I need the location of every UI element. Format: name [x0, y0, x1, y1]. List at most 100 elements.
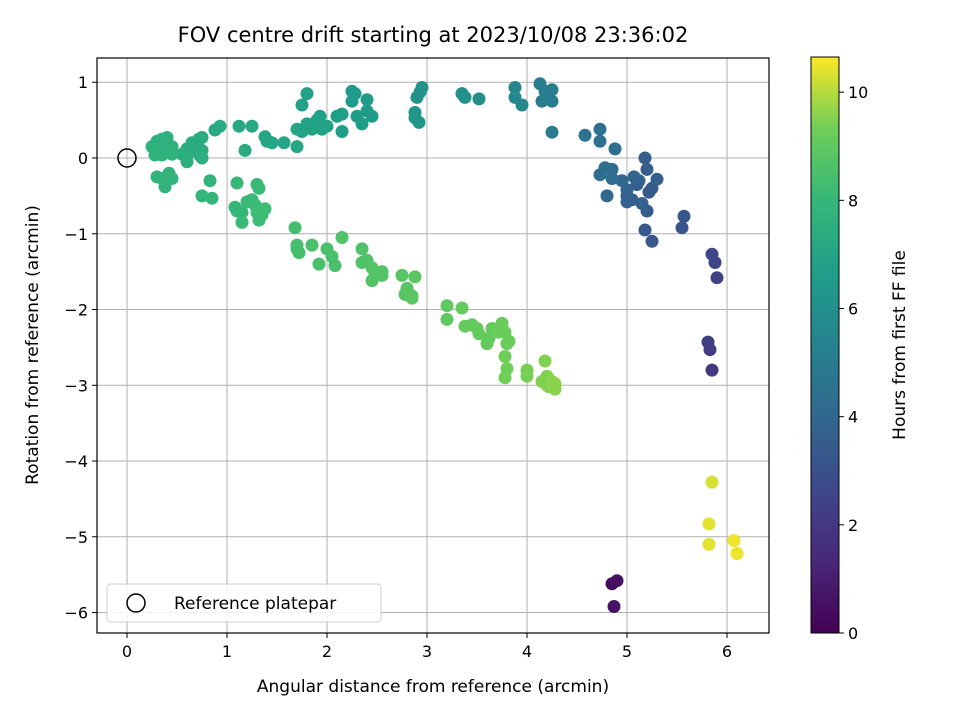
- data-point: [245, 119, 259, 133]
- data-point: [315, 122, 329, 136]
- data-point: [408, 270, 422, 284]
- data-point: [235, 206, 249, 219]
- data-point: [238, 143, 252, 157]
- data-point: [255, 208, 269, 222]
- data-point: [360, 93, 374, 107]
- colorbar-label: Hours from first FF file: [890, 250, 910, 440]
- data-point: [548, 377, 562, 391]
- data-point: [640, 162, 654, 176]
- x-tick-label: 0: [122, 642, 132, 661]
- colorbar-tick-label: 0: [848, 624, 858, 643]
- data-point: [620, 195, 634, 209]
- data-point: [158, 137, 172, 151]
- data-point: [232, 119, 246, 133]
- reference-platepar-marker: [117, 148, 137, 168]
- data-point: [615, 174, 629, 188]
- data-point: [290, 140, 304, 154]
- data-point: [727, 534, 741, 548]
- data-point: [482, 331, 496, 345]
- data-point: [165, 147, 179, 161]
- data-point: [440, 312, 454, 326]
- data-point: [498, 371, 512, 385]
- colorbar-tick-label: 10: [848, 83, 868, 102]
- data-point: [180, 155, 194, 169]
- data-point: [335, 125, 349, 138]
- data-point: [295, 98, 309, 112]
- x-tick-label: 3: [422, 642, 432, 661]
- colorbar-ticks: 0 2 4 6 8 10: [839, 83, 868, 643]
- data-point: [508, 81, 522, 94]
- data-point: [605, 172, 619, 185]
- data-point: [375, 268, 389, 282]
- data-point: [305, 122, 319, 136]
- data-point: [705, 475, 719, 489]
- data-point: [677, 209, 691, 223]
- y-axis-ticks: 1 0 −1 −2 −3 −4 −5 −6: [64, 73, 97, 623]
- colorbar: 0 2 4 6 8 10 Hours from first FF file: [810, 56, 910, 643]
- data-point: [702, 517, 716, 531]
- data-point: [650, 172, 664, 186]
- x-tick-label: 6: [722, 642, 732, 661]
- data-point: [635, 197, 649, 210]
- data-point: [440, 299, 454, 313]
- colorbar-gradient: [810, 56, 840, 634]
- data-point: [593, 122, 607, 136]
- data-point: [600, 189, 614, 203]
- data-point: [610, 574, 624, 588]
- data-point: [208, 123, 222, 137]
- data-point: [578, 128, 592, 142]
- data-point: [502, 334, 516, 348]
- x-axis-ticks: 0 1 2 3 4 5 6: [122, 633, 732, 661]
- y-tick-label: −1: [64, 225, 88, 244]
- data-point: [675, 221, 689, 235]
- data-point: [705, 363, 719, 377]
- colorbar-tick-label: 4: [848, 408, 858, 427]
- data-point: [607, 600, 621, 613]
- data-point: [230, 176, 244, 190]
- data-point: [405, 289, 419, 303]
- colorbar-tick-label: 2: [848, 516, 858, 535]
- data-point: [305, 238, 319, 252]
- data-point: [410, 90, 424, 104]
- data-point: [235, 215, 249, 229]
- data-point: [345, 94, 359, 108]
- y-tick-label: −4: [64, 452, 88, 471]
- x-tick-label: 5: [622, 642, 632, 661]
- data-point: [312, 257, 326, 271]
- data-point: [705, 247, 719, 261]
- y-tick-label: −6: [64, 604, 88, 623]
- chart-title: FOV centre drift starting at 2023/10/08 …: [178, 23, 689, 47]
- x-tick-label: 1: [222, 642, 232, 661]
- colorbar-tick-label: 6: [848, 299, 858, 318]
- y-tick-label: −2: [64, 301, 88, 320]
- legend-marker: [126, 593, 146, 613]
- data-point: [515, 98, 529, 112]
- data-point: [730, 547, 744, 560]
- data-point: [472, 327, 486, 341]
- y-tick-label: −5: [64, 528, 88, 547]
- data-point: [195, 189, 209, 203]
- data-point: [638, 223, 652, 237]
- y-tick-label: 1: [78, 73, 88, 92]
- data-point: [608, 142, 622, 156]
- colorbar-tick-label: 8: [848, 191, 858, 210]
- data-point: [203, 174, 217, 188]
- data-point: [260, 134, 274, 148]
- data-points: [145, 77, 744, 613]
- data-point: [195, 151, 209, 165]
- data-point: [277, 136, 291, 150]
- data-point: [701, 335, 715, 349]
- data-point: [638, 151, 652, 165]
- grid: [97, 58, 769, 633]
- data-point: [545, 125, 559, 139]
- data-point: [355, 117, 369, 131]
- legend-label-reference: Reference platepar: [174, 594, 336, 614]
- y-tick-label: −3: [64, 376, 88, 395]
- data-point: [520, 369, 534, 383]
- data-point: [540, 92, 554, 106]
- data-point: [328, 259, 342, 273]
- data-point: [300, 87, 314, 101]
- legend: Reference platepar: [106, 583, 382, 623]
- y-tick-label: 0: [78, 149, 88, 168]
